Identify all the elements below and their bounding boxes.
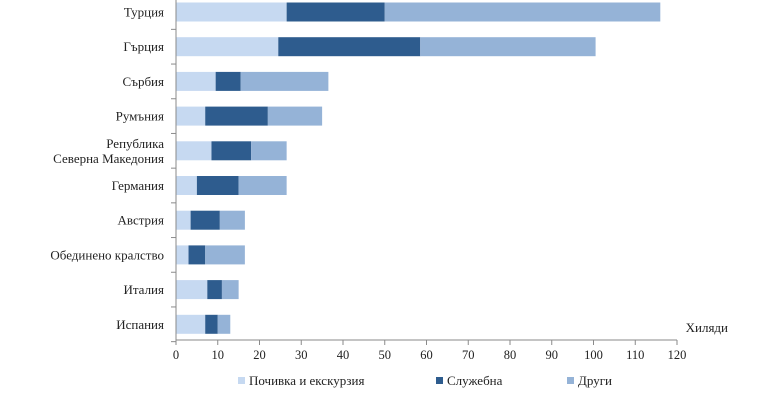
legend: Почивка и екскурзия Служебна Други — [238, 373, 612, 388]
legend-label-2: Служебна — [447, 373, 503, 388]
value-tick-label: 50 — [379, 348, 392, 362]
category-label: Северна Македония — [53, 151, 164, 166]
category-label: Република — [106, 136, 164, 151]
category-label: Турция — [124, 5, 164, 20]
bar-segment-1-row-10 — [176, 314, 206, 334]
bar-segment-1-row-5 — [176, 141, 212, 161]
bar-segment-2-row-9 — [207, 280, 222, 300]
bar-segment-3-row-1 — [384, 2, 661, 22]
legend-swatch-1 — [238, 377, 245, 384]
category-label: Италия — [123, 282, 164, 297]
value-tick-label: 30 — [295, 348, 308, 362]
bar-segment-2-row-10 — [205, 314, 218, 334]
value-tick-label: 0 — [173, 348, 179, 362]
category-label: Сърбия — [123, 74, 164, 89]
bar-segment-3-row-8 — [205, 245, 245, 265]
value-tick-label: 110 — [626, 348, 644, 362]
bar-segment-1-row-8 — [176, 245, 189, 265]
bar-segment-2-row-6 — [196, 176, 239, 195]
bar-segment-3-row-4 — [267, 106, 323, 126]
bar-segment-2-row-4 — [205, 106, 268, 126]
legend-label-1: Почивка и екскурзия — [249, 373, 364, 388]
category-label: Австрия — [118, 213, 165, 228]
value-tick-label: 10 — [212, 348, 225, 362]
bar-segment-2-row-5 — [211, 141, 252, 161]
bar-segment-3-row-7 — [219, 210, 245, 230]
category-label: Испания — [116, 317, 164, 332]
value-tick-label: 80 — [504, 348, 517, 362]
value-tick-label: 120 — [668, 348, 687, 362]
bar-segment-2-row-3 — [215, 71, 241, 91]
bar-segment-2-row-8 — [188, 245, 206, 265]
bar-segment-1-row-1 — [176, 2, 287, 22]
value-tick-label: 60 — [420, 348, 433, 362]
legend-label-3: Други — [578, 373, 612, 388]
bar-segment-1-row-7 — [176, 210, 191, 230]
category-label: Румъния — [116, 109, 164, 124]
bar-segment-1-row-3 — [176, 71, 216, 91]
value-tick-label: 100 — [584, 348, 603, 362]
legend-swatch-3 — [567, 377, 574, 384]
bar-segment-1-row-6 — [176, 176, 197, 195]
value-tick-label: 40 — [337, 348, 350, 362]
value-axis-ticks: 0 10 20 30 40 50 60 70 80 90 100 110 120 — [173, 340, 687, 362]
value-tick-label: 20 — [253, 348, 266, 362]
category-label: Германия — [112, 178, 164, 193]
bar-segment-2-row-7 — [190, 210, 220, 230]
bar-segment-3-row-9 — [221, 280, 239, 300]
value-tick-label: 70 — [462, 348, 475, 362]
bars-group — [176, 2, 661, 334]
bar-segment-3-row-6 — [238, 176, 287, 195]
bar-segment-1-row-9 — [176, 280, 208, 300]
value-axis-unit-label: Хиляди — [686, 320, 728, 335]
value-tick-label: 90 — [546, 348, 559, 362]
bar-segment-1-row-4 — [176, 106, 206, 126]
category-labels: Турция Гърция Сърбия Румъния РепубликаСеверн… — [50, 5, 176, 343]
bar-segment-1-row-2 — [176, 37, 279, 57]
bar-segment-3-row-3 — [240, 71, 329, 91]
legend-swatch-2 — [436, 377, 443, 384]
bar-segment-2-row-1 — [286, 2, 385, 22]
bar-segment-2-row-2 — [278, 37, 421, 57]
bar-segment-3-row-5 — [251, 141, 287, 161]
category-label: Обединено кралство — [50, 247, 164, 262]
bar-segment-3-row-10 — [217, 314, 231, 334]
bar-segment-3-row-2 — [420, 37, 596, 57]
category-label: Гърция — [123, 39, 164, 54]
